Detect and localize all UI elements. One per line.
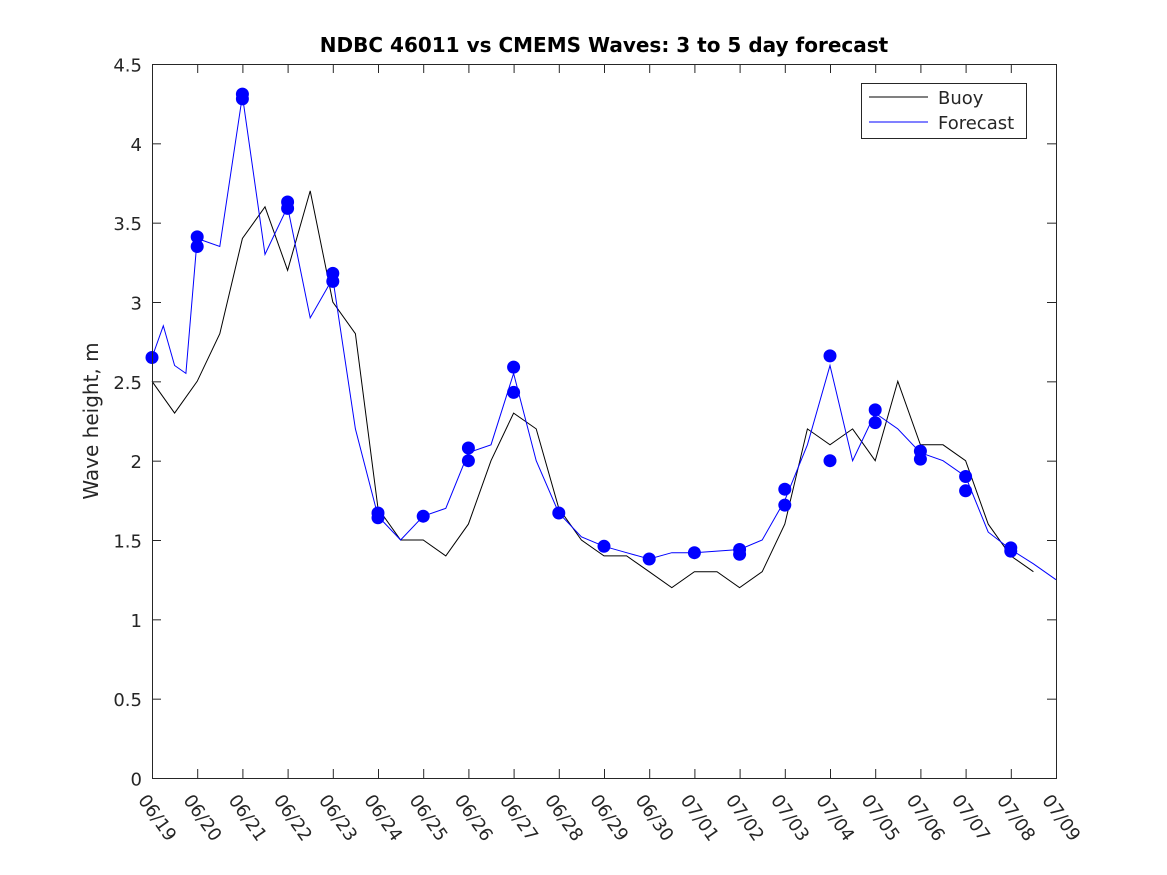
forecast-marker xyxy=(868,416,882,430)
forecast-marker xyxy=(913,452,927,466)
legend: Buoy Forecast xyxy=(861,83,1027,139)
chart-title: NDBC 46011 vs CMEMS Waves: 3 to 5 day fo… xyxy=(320,33,889,57)
forecast-marker xyxy=(959,470,973,483)
forecast-marker xyxy=(597,539,611,553)
forecast-marker xyxy=(461,441,475,455)
series-layer xyxy=(151,95,1057,589)
forecast-marker xyxy=(823,454,837,468)
forecast-marker xyxy=(461,454,475,468)
forecast-marker xyxy=(733,547,747,561)
forecast-marker xyxy=(235,92,249,106)
y-axis-label: Wave height, m xyxy=(79,342,103,499)
legend-label-buoy: Buoy xyxy=(938,88,984,109)
forecast-marker xyxy=(687,546,701,560)
y-tick-label: 3.5 xyxy=(113,214,142,235)
y-tick-label: 2.5 xyxy=(113,373,142,394)
y-tick-label: 3 xyxy=(131,294,142,315)
forecast-marker xyxy=(326,274,340,288)
y-tick-label: 1.5 xyxy=(113,532,142,553)
forecast-marker xyxy=(190,240,204,253)
forecast-marker xyxy=(1004,544,1018,558)
forecast-marker xyxy=(281,201,295,215)
forecast-marker xyxy=(416,509,430,523)
forecast-marker xyxy=(507,360,521,374)
forecast-marker xyxy=(552,506,566,520)
y-tick-label: 4 xyxy=(131,135,142,156)
forecast-marker xyxy=(371,511,385,525)
forecast-marker xyxy=(868,403,882,417)
legend-label-forecast: Forecast xyxy=(938,113,1014,134)
y-tick-label: 1 xyxy=(131,611,142,632)
y-tick-label: 2 xyxy=(131,452,142,473)
y-tick-label: 4.5 xyxy=(113,56,142,77)
forecast-marker xyxy=(507,385,521,399)
forecast-marker xyxy=(190,230,204,244)
y-tick-label: 0 xyxy=(131,770,142,791)
series-line-forecast xyxy=(151,95,1057,581)
legend-box xyxy=(861,83,1027,139)
forecast-marker xyxy=(778,498,792,512)
y-tick-label: 0.5 xyxy=(113,690,142,711)
forecast-marker xyxy=(778,482,792,496)
forecast-marker xyxy=(959,484,973,498)
forecast-marker xyxy=(642,552,656,566)
forecast-marker xyxy=(823,349,837,363)
